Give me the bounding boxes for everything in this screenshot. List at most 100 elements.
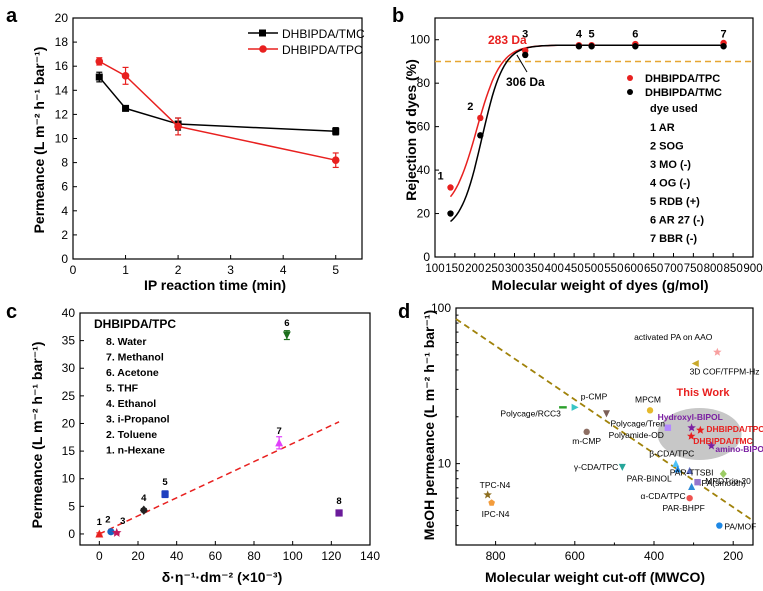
data-point bbox=[696, 425, 705, 434]
y-tick-label: 5 bbox=[68, 499, 75, 513]
x-tick-label: 500 bbox=[584, 263, 603, 275]
dye-list-item: 2 SOG bbox=[650, 141, 684, 153]
x-tick-label: 120 bbox=[321, 549, 341, 563]
dye-point-label: 6 bbox=[632, 29, 638, 41]
y-tick-label: 10 bbox=[55, 132, 69, 146]
point-label: p-CMP bbox=[581, 391, 608, 401]
annotation-306: 306 Da bbox=[506, 75, 545, 89]
data-point bbox=[122, 104, 130, 112]
point-label: PAR-BINOL bbox=[627, 473, 672, 483]
legend-label-tpc: DHBIPDA/TPC bbox=[645, 73, 720, 85]
data-point bbox=[688, 482, 696, 490]
x-tick-label: 40 bbox=[170, 549, 184, 563]
panel-c-xlabel: δ·η⁻¹·dm⁻² (×10⁻³) bbox=[162, 569, 282, 585]
y-tick-label: 100 bbox=[431, 301, 451, 315]
data-point bbox=[161, 490, 169, 498]
series-line-0 bbox=[98, 76, 336, 133]
y-tick-label: 60 bbox=[417, 120, 431, 134]
panel-d-ylabel: MeOH permeance (L m⁻² h⁻¹ bar⁻¹) bbox=[421, 310, 437, 540]
fit-curve-0 bbox=[449, 44, 723, 198]
solvent-list-item: 1. n-Hexane bbox=[106, 445, 165, 457]
legend-marker-tpc bbox=[259, 45, 267, 53]
data-point bbox=[720, 43, 727, 50]
solvent-list-item: 7. Methanol bbox=[106, 352, 164, 364]
solvent-list-item: 3. i-Propanol bbox=[106, 414, 170, 426]
y-tick-label: 10 bbox=[438, 457, 452, 471]
point-label: 1 bbox=[97, 517, 103, 528]
data-point bbox=[139, 505, 148, 515]
series-line-1 bbox=[98, 60, 336, 161]
data-point bbox=[488, 499, 495, 506]
data-point bbox=[687, 431, 696, 440]
point-label: 6 bbox=[284, 318, 289, 329]
panel-c-data: 1 2 3 4 5 6 7 8 bbox=[95, 318, 343, 538]
panel-b-xlabel: Molecular weight of dyes (g/mol) bbox=[491, 277, 708, 293]
data-point bbox=[575, 43, 583, 50]
panel-d-data: This Work activated PA on AAO 3D COF/TFPM-… bbox=[455, 318, 763, 532]
data-point bbox=[107, 528, 115, 536]
data-point bbox=[174, 122, 182, 131]
legend-marker-tmc bbox=[259, 29, 266, 37]
dye-list-item: 1 AR bbox=[650, 122, 675, 134]
solvent-list-item: 8. Water bbox=[106, 336, 146, 348]
y-tick-label: 30 bbox=[62, 361, 76, 375]
dye-list-item: 4 OG (-) bbox=[650, 178, 691, 190]
panel-b-legend: DHBIPDA/TPC DHBIPDA/TMC dye used 1 AR 2 S… bbox=[627, 73, 722, 245]
data-point bbox=[332, 127, 340, 135]
solvent-list-item: 2. Toluene bbox=[106, 429, 157, 441]
point-label: DHBIPDA/TMC bbox=[693, 436, 753, 446]
data-point bbox=[522, 51, 529, 59]
data-point bbox=[618, 463, 626, 471]
y-tick-label: 40 bbox=[62, 306, 76, 320]
data-point bbox=[571, 403, 579, 411]
x-tick-label: 80 bbox=[247, 549, 261, 563]
point-label: MPDTrip-20 bbox=[705, 476, 751, 486]
y-tick-label: 0 bbox=[61, 252, 68, 266]
panel-a-legend: DHBIPDA/TMC DHBIPDA/TPC bbox=[248, 27, 365, 57]
dye-used-heading: dye used bbox=[650, 103, 698, 115]
dye-list: 1 AR 2 SOG 3 MO (-) 4 OG (-) 5 RDB (+) 6 AR 2… bbox=[650, 122, 704, 245]
point-label: 3 bbox=[120, 516, 125, 527]
fit-curve-1 bbox=[449, 44, 723, 223]
point-label: DHBIPDA/TPC bbox=[706, 424, 763, 434]
x-tick-label: 0 bbox=[70, 263, 77, 277]
panel-c-ylabel: Permeance (L m⁻² h⁻¹ bar⁻¹) bbox=[29, 342, 45, 529]
data-point bbox=[275, 438, 284, 447]
x-tick-label: 300 bbox=[505, 263, 524, 275]
data-point bbox=[335, 509, 343, 517]
dye-point-label: 4 bbox=[576, 29, 583, 41]
this-work-label: This Work bbox=[677, 387, 731, 399]
point-label: α-CDA/TPC bbox=[641, 491, 686, 501]
x-tick-label: 550 bbox=[604, 263, 623, 275]
data-point bbox=[282, 331, 291, 340]
point-label: 7 bbox=[276, 426, 281, 437]
data-point bbox=[483, 490, 492, 499]
x-tick-label: 200 bbox=[465, 263, 484, 275]
y-tick-label: 8 bbox=[61, 156, 68, 170]
y-tick-label: 10 bbox=[62, 472, 76, 486]
data-point bbox=[95, 73, 103, 81]
y-tick-label: 100 bbox=[410, 33, 430, 47]
point-label: activated PA on AAO bbox=[634, 332, 713, 342]
x-tick-label: 800 bbox=[486, 549, 506, 563]
x-tick-label: 2 bbox=[175, 263, 182, 277]
data-point bbox=[687, 423, 696, 432]
data-point bbox=[686, 466, 694, 474]
point-label: 2 bbox=[105, 515, 110, 526]
x-tick-label: 700 bbox=[664, 263, 683, 275]
point-label: amino-BIPOL bbox=[715, 444, 763, 454]
data-point bbox=[713, 347, 722, 356]
point-label: 8 bbox=[336, 496, 341, 507]
x-tick-label: 60 bbox=[209, 549, 223, 563]
data-point bbox=[447, 210, 454, 217]
legend-label-tmc: DHBIPDA/TMC bbox=[282, 27, 365, 41]
panel-b-ylabel: Rejection of dyes (%) bbox=[403, 59, 419, 201]
panel-d-xlabel: Molecular weight cut-off (MWCO) bbox=[485, 569, 705, 585]
dye-list-item: 7 BBR (-) bbox=[650, 233, 697, 245]
x-tick-label: 4 bbox=[280, 263, 287, 277]
point-label: γ-CDA/TPC bbox=[574, 462, 618, 472]
y-tick-label: 80 bbox=[417, 76, 431, 90]
